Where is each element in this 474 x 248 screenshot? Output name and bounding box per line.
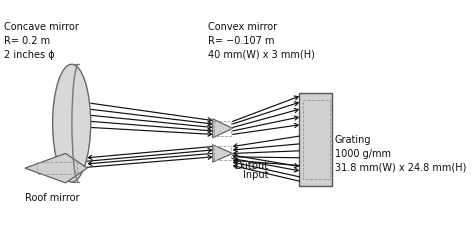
Ellipse shape [53,64,91,182]
Text: Convex mirror
R= −0.107 m
40 mm(W) x 3 mm(H): Convex mirror R= −0.107 m 40 mm(W) x 3 m… [209,22,315,60]
Text: Grating
1000 g/mm
31.8 mm(W) x 24.8 mm(H): Grating 1000 g/mm 31.8 mm(W) x 24.8 mm(H… [335,135,466,173]
Text: Concave mirror
R= 0.2 m
2 inches ϕ: Concave mirror R= 0.2 m 2 inches ϕ [4,22,79,60]
Polygon shape [25,154,87,183]
Text: Output: Output [235,160,269,171]
Polygon shape [213,119,233,138]
Text: Input: Input [244,170,269,180]
Bar [299,93,332,186]
Polygon shape [213,145,233,162]
Text: Roof mirror: Roof mirror [25,193,80,203]
